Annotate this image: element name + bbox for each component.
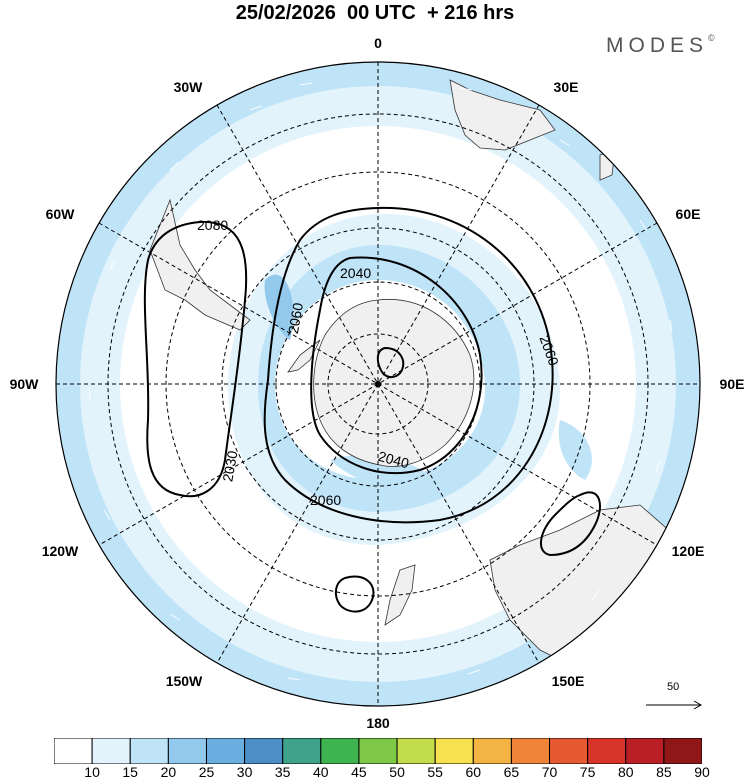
colorbar-tick-label: 80 <box>618 764 634 780</box>
contour-label: 2040 <box>377 448 411 472</box>
polar-map: 2080 2040 2060 2060 2030 2040 2060 0 30E… <box>10 35 745 730</box>
contour-label: 2080 <box>197 217 228 233</box>
colorbar-tick-label: 70 <box>541 764 558 780</box>
colorbar-tick-label: 90 <box>694 764 710 780</box>
colorbar-tick-label: 25 <box>198 764 215 780</box>
colorbar-swatch <box>282 738 322 764</box>
colorbar-swatch <box>167 738 207 764</box>
contours <box>143 206 601 613</box>
colorbar-swatch <box>663 738 702 764</box>
colorbar <box>54 738 702 764</box>
contour-label-group: 2080 2040 2060 2060 2030 2040 2060 <box>197 217 562 508</box>
brand-logo: MODES© <box>606 33 715 58</box>
map-border <box>55 61 701 707</box>
colorbar-tick-label: 30 <box>236 764 253 780</box>
contour-label: 2060 <box>285 301 306 335</box>
colorbar-swatch <box>510 738 551 764</box>
lon-label-120e: 120E <box>672 543 705 559</box>
colorbar-tick-label: 50 <box>389 764 405 780</box>
contour-australia-ridge <box>540 491 601 557</box>
contour-2060 <box>263 206 554 524</box>
colorbar-tick-label: 10 <box>84 764 100 780</box>
south-america <box>149 198 251 331</box>
lon-label-180: 180 <box>366 715 390 730</box>
colorbar-swatch <box>129 738 169 764</box>
colorbar-tick-label: 40 <box>313 764 329 780</box>
brand-text: MODES <box>606 34 709 57</box>
lon-label-0: 0 <box>374 35 382 51</box>
colorbar-tick-label: 65 <box>503 764 520 780</box>
colorbar-tick-label: 20 <box>160 764 177 780</box>
lon-label-150w: 150W <box>166 673 203 689</box>
antarctic-peninsula <box>287 339 321 373</box>
colorbar-tick-label: 45 <box>351 764 367 780</box>
reference-vector: 50 <box>640 681 710 715</box>
speed-patch <box>558 420 592 480</box>
south-pole-dot <box>375 381 381 387</box>
colorbar-tick-label: 35 <box>274 764 291 780</box>
colorbar-tick-label: 85 <box>656 764 672 780</box>
lon-label-90w: 90W <box>10 376 40 392</box>
wind-arrow <box>88 82 673 681</box>
colorbar-swatch <box>434 738 474 764</box>
contour-2080-2030 <box>143 220 248 498</box>
lon-label-30e: 30E <box>554 79 579 95</box>
contour-pole-low <box>376 346 405 378</box>
contour-label: 2040 <box>340 265 371 281</box>
colorbar-swatch <box>358 738 398 764</box>
colorbar-swatch <box>91 738 131 764</box>
colorbar-tick-label: 15 <box>122 764 138 780</box>
colorbar-swatch <box>320 738 360 764</box>
speed-patch <box>264 274 294 340</box>
contour-label: 2060 <box>310 492 341 508</box>
colorbar-swatch <box>587 738 627 764</box>
lon-label-120w: 120W <box>42 543 79 559</box>
lon-label-90e: 90E <box>720 376 745 392</box>
colorbar-swatch <box>625 738 665 764</box>
lon-label-30w: 30W <box>174 79 204 95</box>
colorbar-tick-label: 75 <box>579 764 596 780</box>
colorbar-swatch <box>205 738 246 764</box>
longitude-labels: 0 30E 60E 90E 120E 150E 180 150W 120W 90… <box>10 35 745 730</box>
contour-small-low <box>334 575 375 613</box>
colorbar-labels: 10 15 20 25 30 35 40 45 50 55 60 65 70 75 80 85 90 <box>0 764 750 782</box>
colorbar-swatch <box>244 738 284 764</box>
lon-label-150e: 150E <box>552 673 585 689</box>
lon-label-60e: 60E <box>676 206 701 222</box>
wind-arrows <box>88 82 673 681</box>
reference-vector-arrow-icon <box>646 700 703 710</box>
antarctica <box>313 298 475 467</box>
reference-vector-label: 50 <box>667 681 680 693</box>
contour-label: 2030 <box>219 449 240 483</box>
colorbar-swatch <box>396 738 436 764</box>
colorbar-tick-label: 55 <box>427 764 443 780</box>
lon-label-60w: 60W <box>46 206 76 222</box>
copyright-mark: © <box>708 33 715 43</box>
colorbar-swatch <box>549 738 589 764</box>
colorbar-swatch <box>54 738 93 764</box>
map-title: 25/02/2026 00 UTC + 216 hrs <box>235 2 515 24</box>
colorbar-swatch <box>472 738 512 764</box>
contour-2040 <box>310 256 483 475</box>
colorbar-tick-label: 60 <box>465 764 482 780</box>
